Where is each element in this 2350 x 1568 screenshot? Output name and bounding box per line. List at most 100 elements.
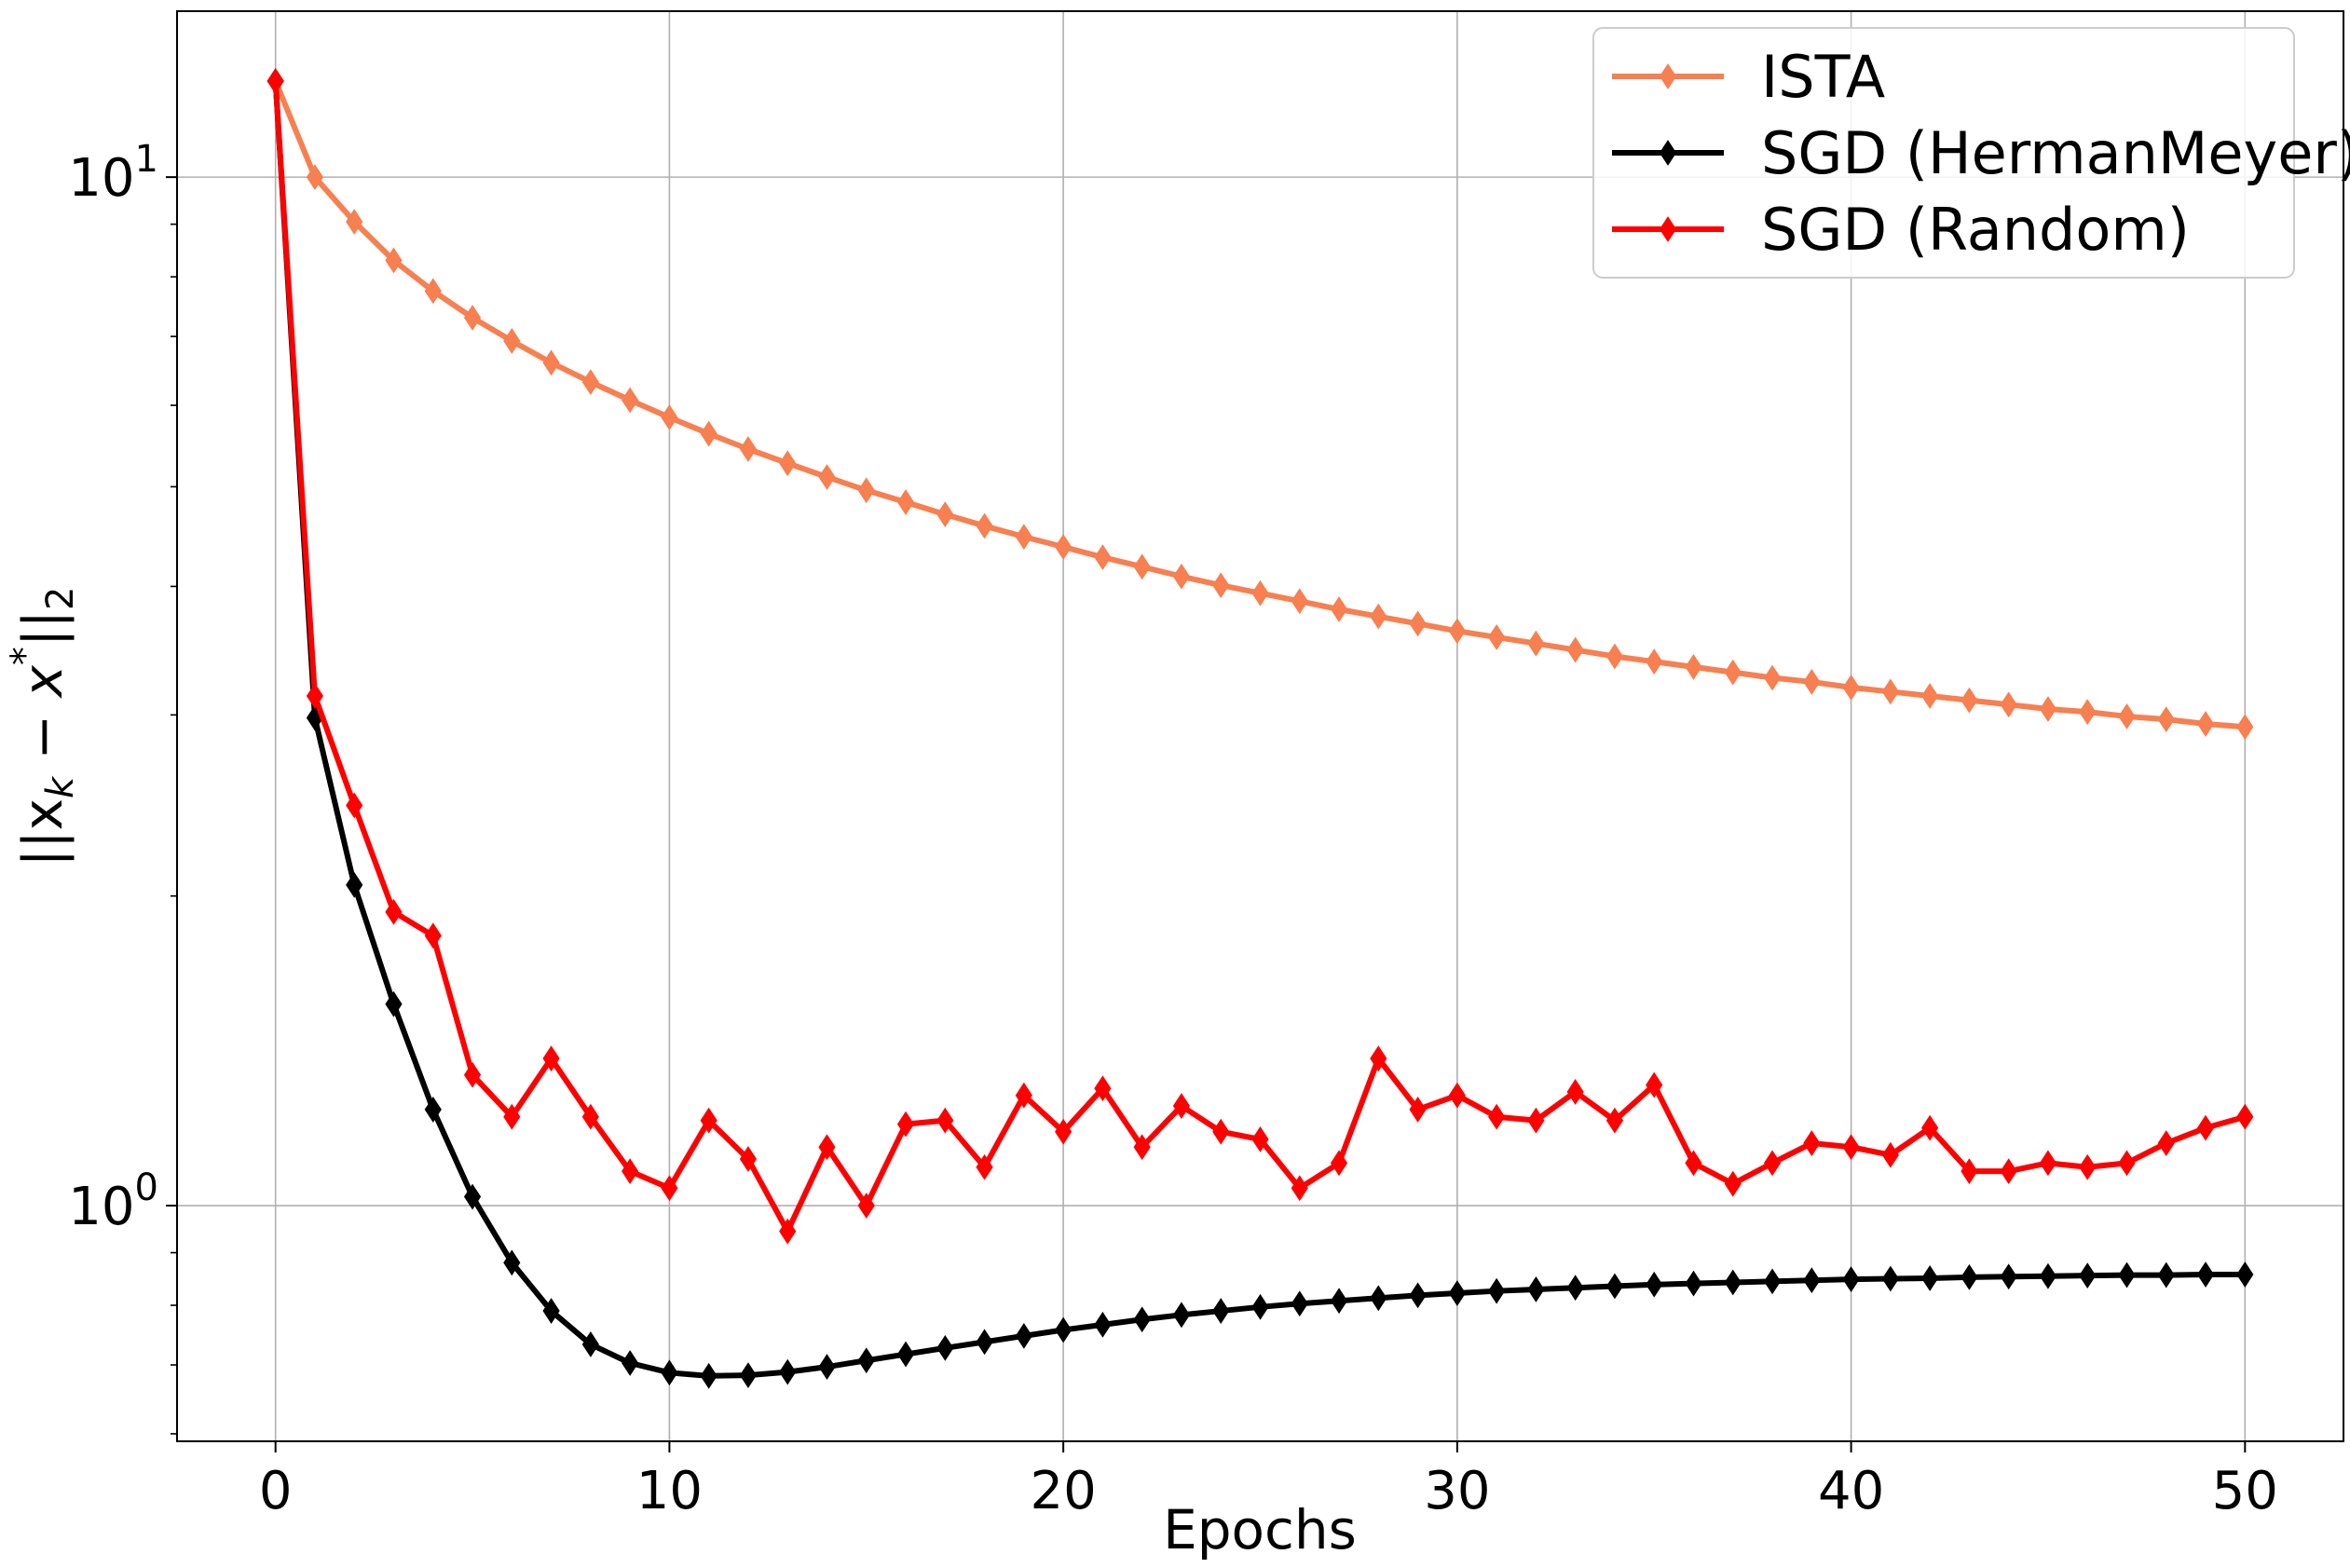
data-point: [661, 404, 678, 430]
data-point: [424, 1096, 442, 1123]
data-point: [2000, 1158, 2017, 1185]
data-point: [1803, 1267, 1821, 1294]
y-label-sub2: 2: [39, 587, 82, 610]
data-point: [2157, 1261, 2175, 1288]
data-point: [424, 922, 442, 949]
y-axis-label: ||xk − x*||2: [4, 587, 82, 867]
legend-label: SGD (Random): [1761, 196, 2190, 264]
legend-entry: SGD (Random): [1612, 196, 2190, 264]
data-point: [1015, 524, 1032, 551]
data-point: [818, 1354, 836, 1381]
data-point: [661, 1359, 678, 1386]
x-tick-label: 40: [1818, 1461, 1884, 1521]
data-point: [1685, 1270, 1702, 1297]
data-point: [2196, 711, 2215, 737]
data-point: [1566, 1079, 1584, 1105]
data-point: [1646, 1071, 1663, 1098]
data-point: [1763, 1268, 1782, 1295]
data-point: [2236, 714, 2254, 741]
x-tick-label: 50: [2212, 1461, 2278, 1521]
data-point: [424, 278, 442, 305]
data-point: [622, 1158, 639, 1185]
plot-frame: [176, 10, 2344, 1442]
data-point: [1566, 636, 1584, 663]
data-point: [306, 164, 324, 191]
data-point: [779, 1218, 797, 1245]
legend-entry: SGD (HermanMeyer): [1612, 119, 2350, 187]
data-point: [503, 1249, 521, 1276]
data-point: [1370, 1285, 1387, 1312]
data-point: [739, 1362, 758, 1389]
data-point: [1605, 1273, 1624, 1300]
data-point: [1094, 544, 1112, 571]
data-point: [1685, 1150, 1702, 1177]
data-point: [2079, 1262, 2097, 1289]
data-point: [700, 1107, 717, 1134]
data-point: [896, 1341, 915, 1368]
data-point: [1646, 1271, 1663, 1298]
data-point: [385, 990, 403, 1017]
y-label-mid: − x: [11, 664, 75, 776]
data-point: [1015, 1082, 1032, 1109]
data-point: [1803, 1130, 1821, 1156]
data-point: [1133, 553, 1151, 580]
data-point: [2236, 1261, 2254, 1288]
data-point: [1488, 1277, 1506, 1304]
data-point: [779, 450, 797, 477]
data-point: [1291, 1290, 1308, 1317]
data-point: [266, 68, 284, 94]
data-point: [976, 512, 993, 539]
data-point: [385, 898, 403, 925]
data-point: [1724, 659, 1742, 686]
data-point: [1409, 610, 1427, 637]
axis-ticks: 0 10 20 30 40 50 100 101: [68, 138, 2278, 1521]
data-series: [266, 68, 2254, 1389]
data-point: [463, 1061, 482, 1088]
data-point: [818, 1134, 836, 1161]
data-point: [1291, 1175, 1308, 1202]
data-point: [1803, 669, 1821, 695]
data-point: [2000, 1263, 2017, 1290]
data-point: [503, 328, 521, 354]
data-point: [1212, 572, 1230, 599]
data-point: [1724, 1269, 1742, 1296]
data-point: [2000, 691, 2017, 718]
data-point: [1685, 653, 1702, 680]
data-point: [622, 1350, 639, 1376]
data-point: [581, 1103, 599, 1130]
data-point: [2196, 1114, 2215, 1141]
data-point: [463, 305, 482, 331]
data-point: [976, 1329, 993, 1356]
legend-label: SGD (HermanMeyer): [1761, 119, 2350, 187]
data-point: [739, 436, 758, 462]
legend-box: [1592, 27, 2295, 279]
data-point: [857, 477, 875, 504]
data-point: [1488, 1103, 1506, 1130]
data-point: [1842, 1134, 1860, 1161]
data-point: [2118, 1261, 2136, 1288]
legend-marker: [1659, 63, 1677, 89]
data-point: [1172, 1093, 1191, 1119]
y-label-sub: k: [39, 775, 82, 798]
data-point: [1921, 1114, 1939, 1141]
data-point: [346, 871, 363, 898]
data-point: [857, 1193, 875, 1219]
y-label-end: ||: [11, 610, 75, 647]
data-point: [1055, 1316, 1073, 1343]
data-point: [1094, 1311, 1112, 1338]
y-label-sup: *: [4, 647, 47, 665]
data-point: [779, 1358, 797, 1385]
data-point: [976, 1153, 993, 1180]
data-point: [1251, 579, 1269, 607]
data-point: [700, 1362, 717, 1389]
data-point: [1921, 683, 1939, 709]
data-point: [896, 489, 915, 515]
y-label-base: ||x: [11, 798, 75, 866]
data-point: [1527, 1107, 1545, 1134]
data-point: [2118, 703, 2136, 729]
data-point: [1055, 1118, 1073, 1145]
data-point: [1055, 534, 1073, 560]
data-point: [2118, 1150, 2136, 1177]
data-point: [581, 1331, 599, 1357]
